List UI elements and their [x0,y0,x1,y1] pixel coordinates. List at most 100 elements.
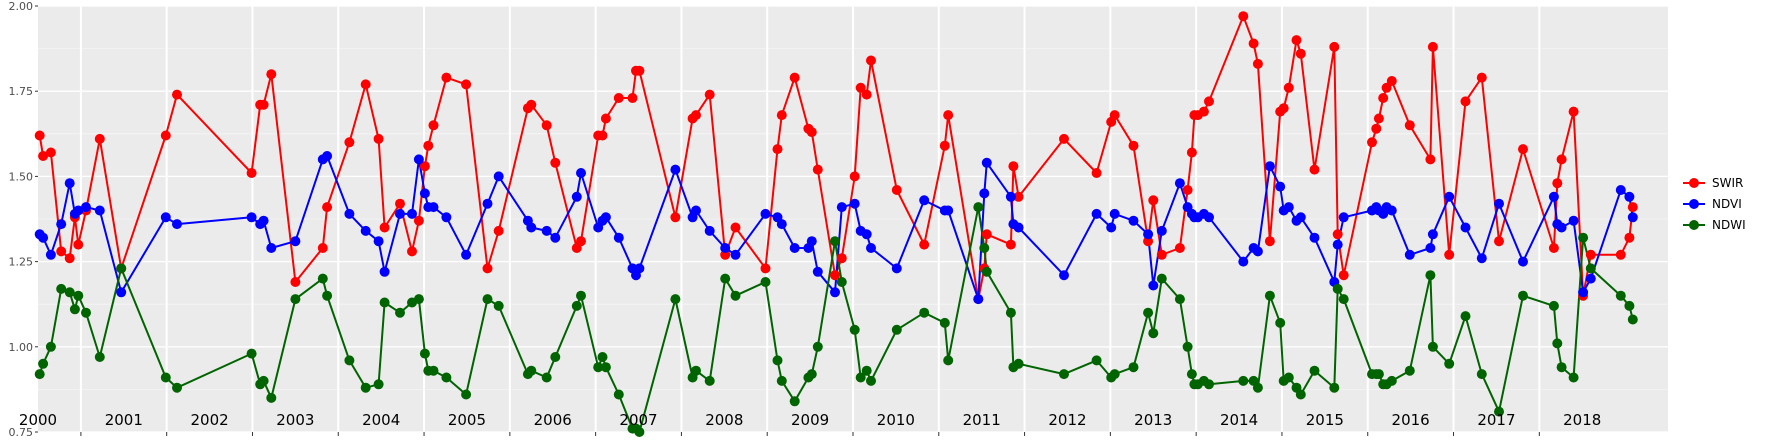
data-point-ndvi [981,157,992,168]
data-point-swir [627,93,638,103]
data-point-ndwi [1252,382,1263,393]
data-point-swir [806,127,817,138]
data-point-ndwi [1174,294,1185,305]
year-label: 2000 [19,411,57,429]
data-point-swir [266,69,277,80]
data-point-ndwi [613,389,624,400]
data-point-swir [1309,164,1320,175]
data-point-ndwi [1204,379,1214,390]
data-point-ndwi [1476,369,1487,380]
data-point-ndwi [482,294,493,305]
data-point-ndvi [1427,229,1438,240]
data-point-swir [407,246,417,257]
data-point-swir [943,110,954,121]
year-label: 2001 [105,411,143,429]
data-point-ndvi [1148,280,1159,291]
data-point-swir [172,89,182,100]
data-point-swir [830,270,840,281]
data-point-ndvi [1494,198,1504,209]
data-point-swir [1143,236,1154,247]
year-label: 2002 [190,411,228,429]
data-point-swir [613,93,624,103]
year-label: 2017 [1477,411,1515,429]
data-point-ndvi [691,205,701,216]
data-point-ndvi [1404,249,1415,260]
data-point-swir [441,72,452,83]
data-point-swir [1186,147,1197,158]
data-point-ndvi [1264,161,1275,172]
data-point-ndwi [593,362,604,373]
data-point-ndwi [1109,369,1120,380]
data-point-ndvi [94,205,105,216]
data-point-swir [1624,232,1635,243]
data-point-ndwi [258,375,269,386]
data-point-ndvi [1059,270,1069,281]
data-point-ndvi [1275,181,1286,192]
data-point-ndwi [891,324,902,335]
data-point-swir [1518,144,1528,155]
data-point-ndwi [1494,406,1504,417]
data-point-swir [670,212,681,223]
data-point-swir [1008,161,1019,172]
data-point-ndwi [550,352,561,362]
data-point-ndwi [597,352,608,362]
data-point-ndvi [1295,212,1306,223]
data-point-ndwi [428,365,439,376]
data-point-ndwi [1264,290,1275,301]
data-point-ndwi [760,277,771,287]
data-point-ndvi [379,266,390,277]
data-point-ndwi [344,355,355,366]
year-label: 2010 [877,411,915,429]
data-point-ndvi [979,188,990,199]
data-point-ndvi [789,243,800,253]
data-point-swir [461,79,472,90]
data-point-ndwi [730,290,741,301]
legend-label: NDWI [1712,218,1746,232]
data-point-ndwi [1427,341,1438,352]
data-point-swir [1248,38,1259,49]
data-point-swir [413,215,424,226]
data-point-ndvi [1013,222,1024,233]
data-point-swir [45,147,56,158]
data-point-ndvi [1309,232,1320,243]
data-point-swir [634,65,645,76]
data-point-ndwi [441,372,452,383]
data-point-ndwi [720,273,731,284]
data-point-swir [73,239,84,250]
data-point-ndwi [600,362,611,373]
data-point-ndvi [1238,256,1249,267]
data-point-ndvi [1578,287,1589,298]
data-point-ndwi [789,396,800,407]
data-point-ndvi [64,178,75,189]
data-point-ndvi [266,243,277,253]
data-point-ndwi [541,372,552,383]
data-point-ndwi [704,375,715,386]
data-point-swir [1291,35,1302,46]
data-point-ndvi [1156,225,1167,236]
data-point-ndvi [344,208,355,219]
data-point-ndwi [1568,372,1579,383]
data-point-ndvi [1627,212,1638,223]
data-point-swir [1373,113,1384,124]
data-point-ndwi [69,304,80,315]
data-point-ndvi [1518,256,1528,267]
data-point-swir [322,202,333,213]
data-point-ndwi [1460,311,1471,322]
data-point-ndwi [1238,375,1249,386]
year-label: 2018 [1563,411,1601,429]
data-point-ndvi [56,219,67,230]
y-tick-label: 0.75 [9,426,34,439]
year-label: 2007 [619,411,657,429]
data-point-swir [1378,93,1389,103]
data-point-ndwi [1578,232,1589,243]
data-point-ndvi [1005,191,1016,202]
data-point-ndvi [360,225,371,236]
data-point-swir [1548,243,1559,253]
data-point-swir [94,133,105,144]
data-point-ndvi [1444,191,1455,202]
data-point-ndwi [1556,362,1567,373]
data-point-swir [836,253,847,264]
data-point-ndwi [1615,290,1626,301]
data-point-swir [1295,48,1306,59]
data-point-ndvi [373,236,384,247]
